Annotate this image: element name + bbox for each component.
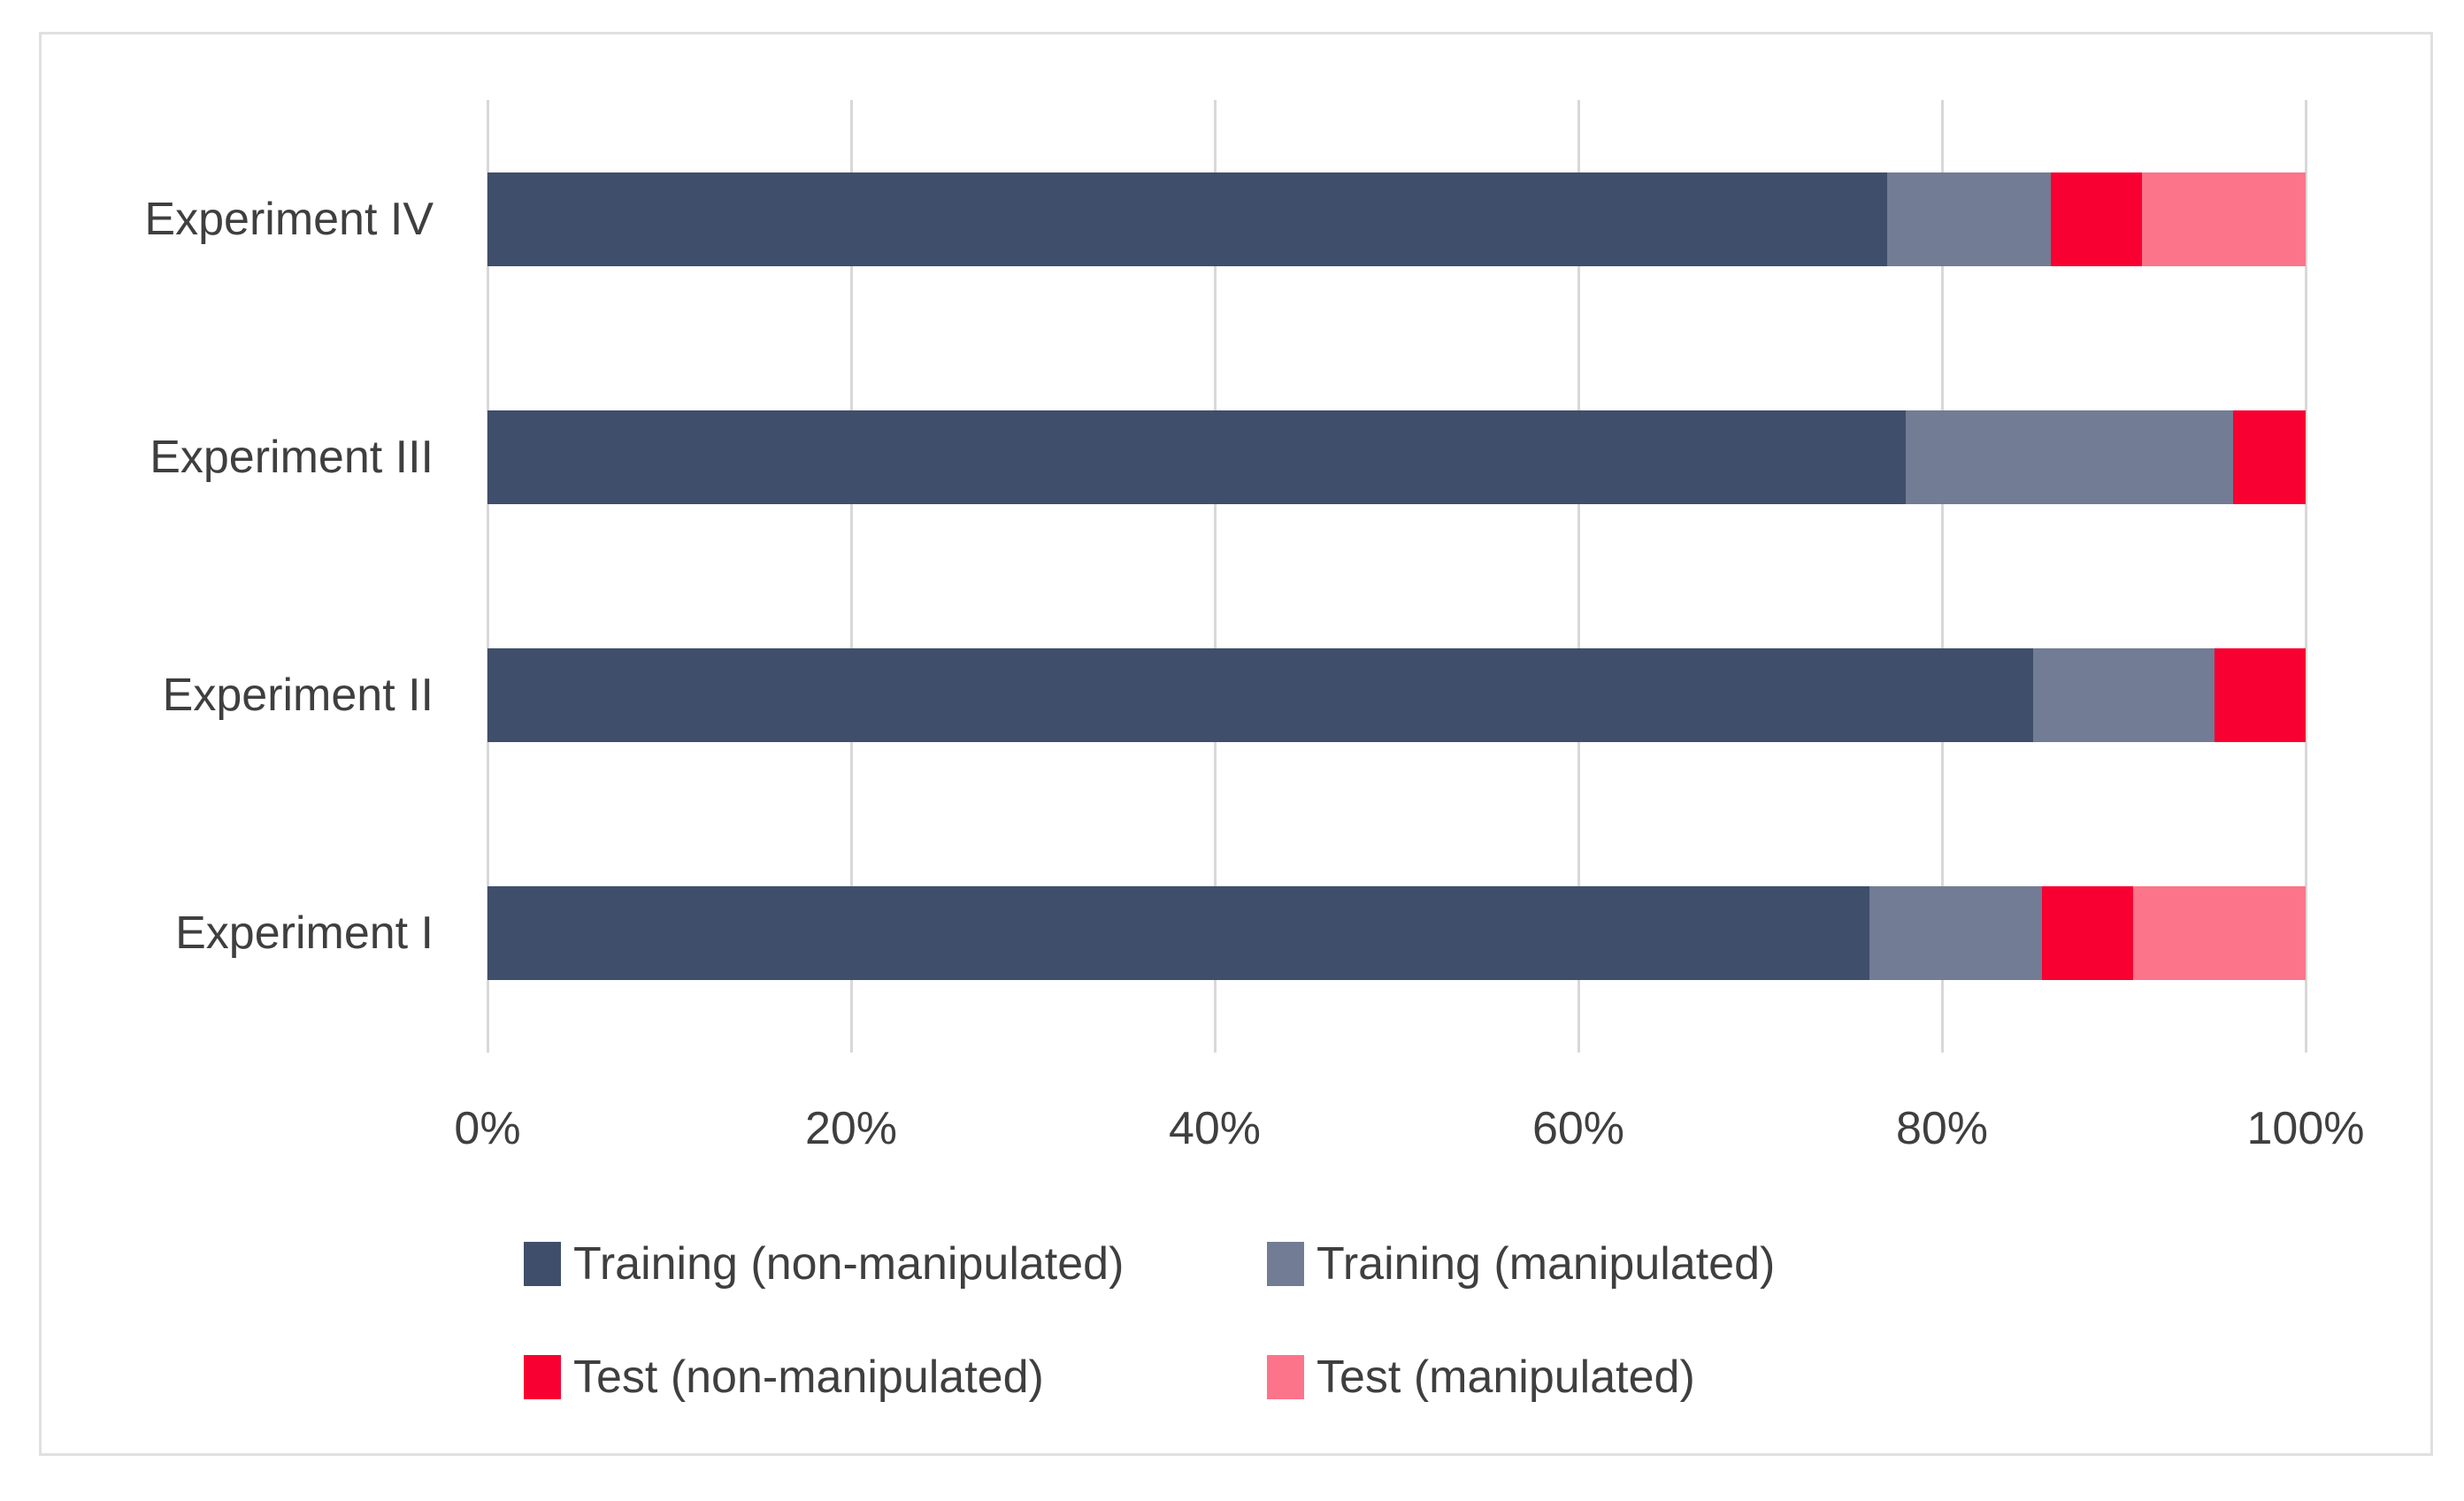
legend-label-test-manipulated: Test (manipulated): [1316, 1352, 1695, 1403]
x-tick-label-60: 60%: [1531, 1103, 1625, 1154]
category-label-experiment-iii: Experiment III: [150, 431, 434, 483]
legend-swatch-test-manipulated: [1267, 1355, 1304, 1399]
bar-segment-training-non-manipulated: [487, 410, 1906, 504]
bar-segment-test-non-manipulated: [2215, 648, 2306, 743]
bar-segment-training-non-manipulated: [487, 886, 1869, 981]
category-label-experiment-ii: Experiment II: [162, 670, 434, 722]
legend-item-training-manipulated: Training (manipulated): [1267, 1238, 1775, 1290]
legend-item-test-non-manipulated: Test (non-manipulated): [524, 1352, 1044, 1403]
legend-swatch-training-non-manipulated: [524, 1242, 561, 1286]
x-tick-label-20: 20%: [804, 1103, 898, 1154]
legend-swatch-training-manipulated: [1267, 1242, 1304, 1286]
legend-swatch-test-non-manipulated: [524, 1355, 561, 1399]
bar-segment-test-non-manipulated: [2051, 172, 2143, 266]
bar-segment-training-non-manipulated: [487, 648, 2033, 743]
legend-item-test-manipulated: Test (manipulated): [1267, 1352, 1695, 1403]
gridline-40: [1214, 100, 1217, 1053]
x-tick-label-80: 80%: [1895, 1103, 1989, 1154]
category-label-experiment-i: Experiment I: [175, 907, 434, 960]
bar-experiment-iv: [487, 172, 2306, 266]
bar-experiment-ii: [487, 648, 2306, 743]
category-label-experiment-iv: Experiment IV: [144, 193, 434, 245]
gridline-100: [2305, 100, 2307, 1053]
plot-area: [487, 100, 2307, 1053]
bar-segment-test-manipulated: [2142, 172, 2306, 266]
bar-experiment-i: [487, 886, 2306, 981]
legend-label-training-manipulated: Training (manipulated): [1316, 1238, 1776, 1290]
legend-label-training-non-manipulated: Training (non-manipulated): [573, 1238, 1125, 1290]
bar-segment-training-manipulated: [2032, 648, 2215, 743]
bar-segment-test-non-manipulated: [2232, 410, 2306, 504]
bar-segment-test-manipulated: [2132, 886, 2306, 981]
gridline-20: [850, 100, 853, 1053]
x-tick-label-100: 100%: [2246, 1103, 2365, 1154]
bar-segment-training-manipulated: [1887, 172, 2052, 266]
bar-segment-training-manipulated: [1905, 410, 2233, 504]
gridline-60: [1577, 100, 1580, 1053]
bar-segment-training-non-manipulated: [487, 172, 1888, 266]
bar-segment-test-non-manipulated: [2042, 886, 2133, 981]
gridline-80: [1941, 100, 1944, 1053]
bar-experiment-iii: [487, 410, 2306, 504]
legend-item-training-non-manipulated: Training (non-manipulated): [524, 1238, 1124, 1290]
chart-frame: [39, 32, 2433, 1456]
x-tick-label-0: 0%: [454, 1103, 521, 1154]
legend-label-test-non-manipulated: Test (non-manipulated): [573, 1352, 1044, 1403]
bar-segment-training-manipulated: [1869, 886, 2043, 981]
gridline-0: [487, 100, 489, 1053]
x-tick-label-40: 40%: [1168, 1103, 1262, 1154]
